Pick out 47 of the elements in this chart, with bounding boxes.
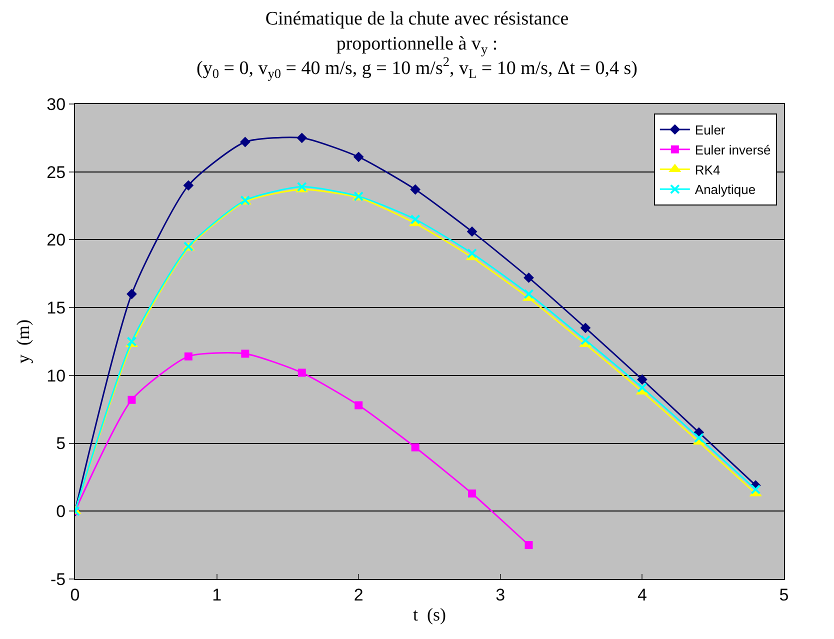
point	[524, 289, 534, 299]
legend-label: RK4	[694, 162, 720, 178]
y-tick-label: 0	[56, 502, 66, 522]
x-tick-label: 4	[637, 585, 647, 604]
y-tick-label: 20	[46, 230, 66, 250]
point	[637, 374, 648, 385]
point	[580, 322, 591, 334]
x-tick-label: 3	[496, 585, 506, 604]
x-tick-label: 5	[779, 585, 789, 604]
x-tick-label: 2	[354, 585, 364, 604]
y-tick-label: 5	[56, 434, 66, 454]
x-tick-label: 0	[70, 585, 80, 604]
point	[750, 484, 761, 494]
point	[468, 490, 476, 498]
point	[241, 350, 250, 358]
chart-title: Cinématique de la chute avec résistance proportionnelle à v$_{y}$ : (y$_{0}$ = 0, v$_{y0}$ = 40 m/s, g = 10 m/s$^{2}$, v$_{L}$ = 10 m/s, Δt = 0,4 s)	[196, 8, 638, 82]
point	[240, 136, 250, 148]
point	[466, 226, 478, 237]
x-axis-title: t (s)	[413, 604, 446, 624]
y-tick-label: 25	[46, 162, 66, 182]
point	[637, 382, 648, 393]
point	[467, 248, 478, 258]
point	[411, 443, 420, 452]
point	[524, 272, 534, 283]
y-axis-title: y (m)	[13, 320, 33, 364]
point	[298, 368, 306, 377]
point	[184, 352, 192, 360]
point	[410, 214, 420, 224]
y-tick-label: -5	[50, 570, 66, 589]
y-tick-label: 15	[46, 298, 66, 318]
point	[128, 396, 136, 404]
legend-label: Analytique	[694, 182, 756, 198]
legend-label: Euler inversé	[694, 142, 771, 158]
point	[694, 432, 704, 443]
point	[580, 335, 590, 346]
y-tick-label: 10	[46, 366, 66, 386]
point	[126, 288, 137, 300]
point	[296, 132, 308, 144]
point	[296, 182, 307, 192]
legend-label: Euler	[694, 122, 726, 138]
point	[354, 401, 363, 410]
point	[524, 541, 533, 550]
x-tick-label: 1	[212, 585, 222, 604]
y-tick-label: 30	[46, 94, 66, 114]
point	[410, 184, 421, 195]
point	[353, 152, 364, 162]
point	[183, 180, 194, 191]
